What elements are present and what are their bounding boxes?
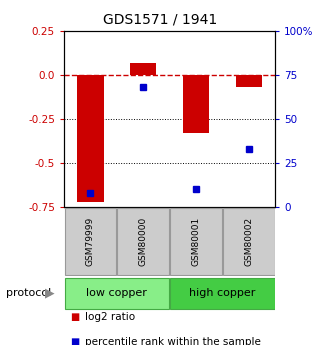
Bar bbox=[77, 75, 104, 202]
Text: percentile rank within the sample: percentile rank within the sample bbox=[85, 337, 261, 345]
Text: ■: ■ bbox=[70, 337, 80, 345]
Bar bbox=[223, 208, 275, 275]
Text: GSM80001: GSM80001 bbox=[191, 217, 201, 266]
Text: high copper: high copper bbox=[189, 288, 256, 298]
Bar bbox=[130, 63, 156, 75]
Text: GSM80002: GSM80002 bbox=[244, 217, 253, 266]
Text: low copper: low copper bbox=[86, 288, 147, 298]
Text: GDS1571 / 1941: GDS1571 / 1941 bbox=[103, 12, 217, 26]
Bar bbox=[236, 75, 262, 87]
Text: ■: ■ bbox=[70, 313, 80, 322]
Bar bbox=[65, 278, 169, 309]
Bar bbox=[170, 278, 275, 309]
Text: GSM79999: GSM79999 bbox=[86, 217, 95, 266]
Bar bbox=[117, 208, 169, 275]
Bar bbox=[65, 208, 116, 275]
Text: protocol: protocol bbox=[6, 288, 52, 298]
Bar bbox=[170, 208, 222, 275]
Bar bbox=[183, 75, 209, 133]
Text: log2 ratio: log2 ratio bbox=[85, 313, 135, 322]
Text: GSM80000: GSM80000 bbox=[139, 217, 148, 266]
Text: ▶: ▶ bbox=[45, 287, 54, 300]
